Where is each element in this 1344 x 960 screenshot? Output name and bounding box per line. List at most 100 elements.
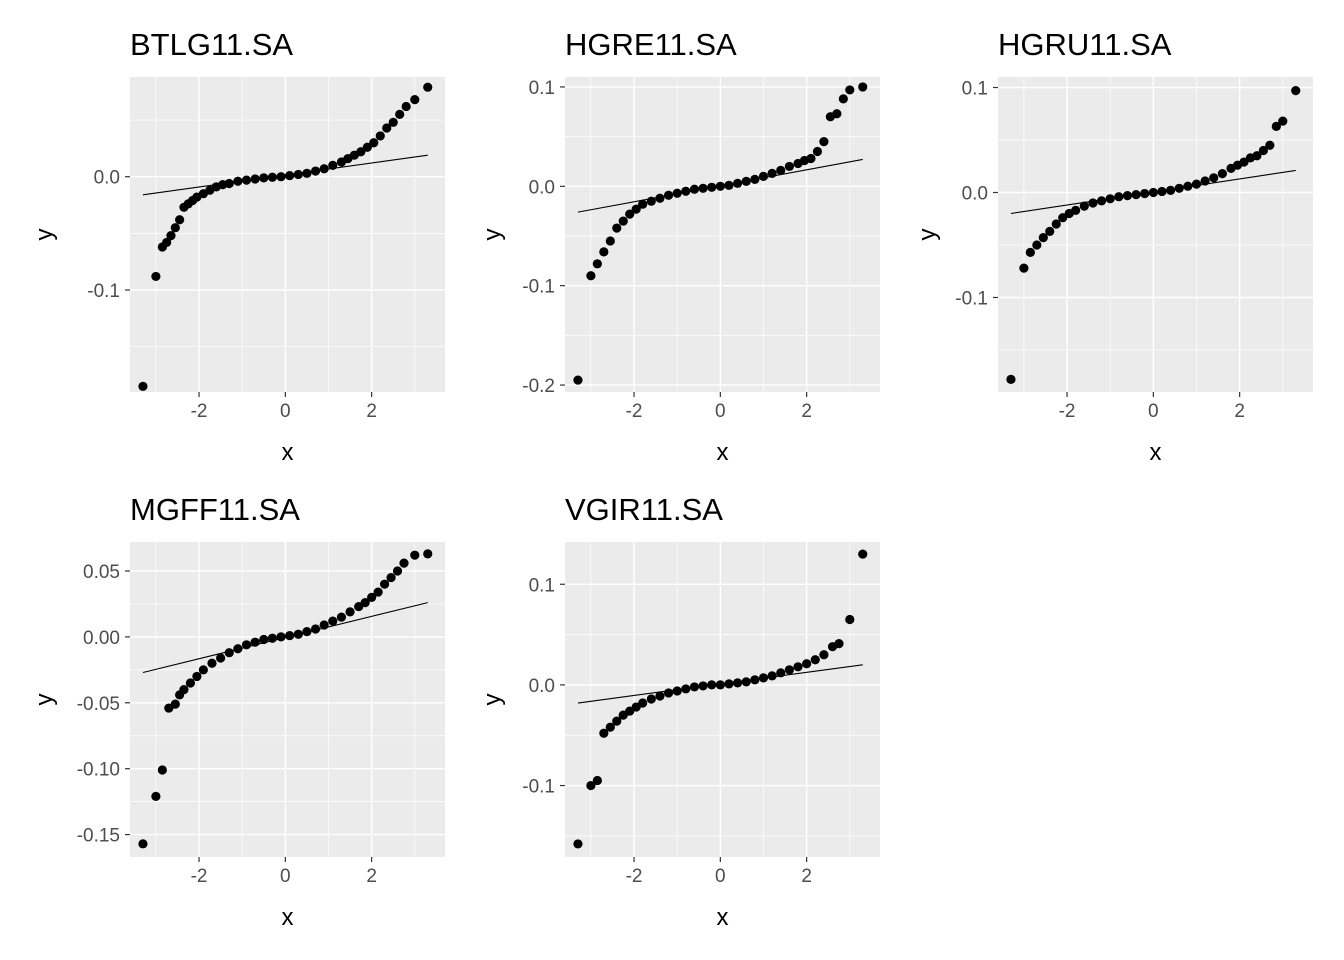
- data-point: [1025, 247, 1035, 257]
- data-point: [1105, 194, 1115, 204]
- data-point: [1291, 86, 1301, 96]
- y-tick-label: 0.0: [529, 177, 555, 198]
- data-point: [151, 271, 161, 282]
- data-point: [373, 587, 383, 597]
- data-point: [586, 271, 596, 281]
- data-point: [1183, 181, 1193, 191]
- data-point: [233, 176, 243, 186]
- y-axis-label: y: [31, 694, 58, 706]
- y-tick-label: 0.0: [94, 168, 120, 189]
- data-point: [310, 166, 321, 176]
- data-point: [724, 679, 734, 689]
- data-point: [356, 147, 366, 157]
- data-point: [672, 686, 682, 696]
- data-point: [241, 640, 252, 650]
- data-point: [733, 678, 743, 688]
- y-tick-label: 0.1: [529, 78, 555, 99]
- data-point: [599, 728, 609, 738]
- data-point: [638, 698, 648, 708]
- data-point: [819, 650, 829, 660]
- facet-panel: -2 0 2 0.1 0.0 -0.1 HGRU11.SA x y: [914, 27, 1313, 466]
- facet-panel: -2 0 2 0.05 0.00 -0.05 -0.10 -0.15 MGFF11.SA x y: [31, 492, 445, 931]
- y-tick-label: -0.05: [77, 694, 120, 715]
- data-point: [819, 136, 829, 147]
- data-point: [784, 161, 794, 172]
- data-point: [259, 173, 269, 183]
- data-point: [293, 629, 303, 639]
- data-point: [806, 153, 816, 164]
- data-point: [388, 117, 398, 127]
- data-point: [250, 174, 260, 184]
- data-point: [162, 237, 172, 248]
- data-point: [267, 172, 277, 182]
- x-axis-label: x: [717, 439, 729, 466]
- data-point: [319, 164, 329, 174]
- data-point: [724, 180, 734, 190]
- data-point: [832, 109, 842, 119]
- y-tick-label: -0.10: [77, 760, 120, 781]
- data-point: [423, 549, 433, 559]
- data-point: [646, 196, 656, 206]
- data-point: [285, 630, 295, 641]
- data-point: [858, 549, 868, 559]
- data-point: [599, 247, 609, 257]
- y-tick-label: 0.0: [962, 184, 988, 205]
- data-point: [328, 616, 338, 626]
- data-point: [1079, 201, 1089, 211]
- data-point: [423, 82, 433, 92]
- data-point: [655, 691, 665, 701]
- data-point: [750, 174, 760, 184]
- y-axis-label: y: [479, 229, 506, 241]
- data-point: [192, 671, 202, 682]
- data-point: [573, 839, 583, 849]
- x-tick-label: 2: [1234, 401, 1245, 422]
- data-point: [1252, 151, 1262, 161]
- x-tick-label: -2: [626, 401, 643, 422]
- data-point: [138, 381, 148, 391]
- x-tick-label: 0: [280, 866, 291, 887]
- data-point: [784, 665, 794, 675]
- data-point: [1140, 188, 1150, 199]
- data-point: [375, 131, 385, 141]
- facet-panel: -2 0 2 0.1 0.0 -0.1 VGIR11.SA x y: [479, 492, 880, 931]
- panel-background: [130, 542, 445, 857]
- x-tick-label: 0: [280, 401, 291, 422]
- y-tick-label: -0.2: [522, 376, 555, 397]
- data-point: [834, 639, 844, 649]
- data-point: [605, 236, 615, 246]
- data-point: [1114, 192, 1124, 202]
- x-axis-label: x: [282, 439, 294, 466]
- x-tick-label: 0: [715, 401, 726, 422]
- data-point: [1071, 205, 1081, 215]
- data-point: [310, 624, 321, 634]
- y-tick-label: -0.1: [87, 281, 120, 302]
- data-point: [672, 188, 682, 198]
- data-point: [185, 678, 196, 688]
- data-point: [776, 165, 786, 176]
- data-point: [285, 170, 295, 181]
- data-point: [166, 231, 176, 241]
- data-point: [170, 223, 180, 233]
- panel-title: BTLG11.SA: [130, 27, 293, 62]
- data-point: [1217, 169, 1227, 179]
- data-point: [681, 186, 691, 196]
- data-point: [410, 550, 420, 560]
- data-point: [1019, 263, 1029, 273]
- data-point: [138, 839, 148, 849]
- x-tick-label: -2: [626, 866, 643, 887]
- data-point: [802, 659, 812, 669]
- data-point: [1166, 185, 1176, 195]
- data-point: [1209, 173, 1219, 183]
- y-tick-label: -0.15: [77, 826, 120, 847]
- x-axis-label: x: [282, 904, 294, 931]
- data-point: [1258, 145, 1268, 156]
- data-point: [605, 722, 615, 732]
- data-point: [175, 215, 185, 225]
- y-tick-label: -0.1: [955, 289, 988, 310]
- data-point: [1045, 226, 1055, 236]
- data-point: [360, 598, 370, 608]
- data-point: [276, 632, 286, 642]
- data-point: [276, 172, 286, 182]
- data-point: [715, 680, 725, 690]
- data-point: [707, 680, 717, 690]
